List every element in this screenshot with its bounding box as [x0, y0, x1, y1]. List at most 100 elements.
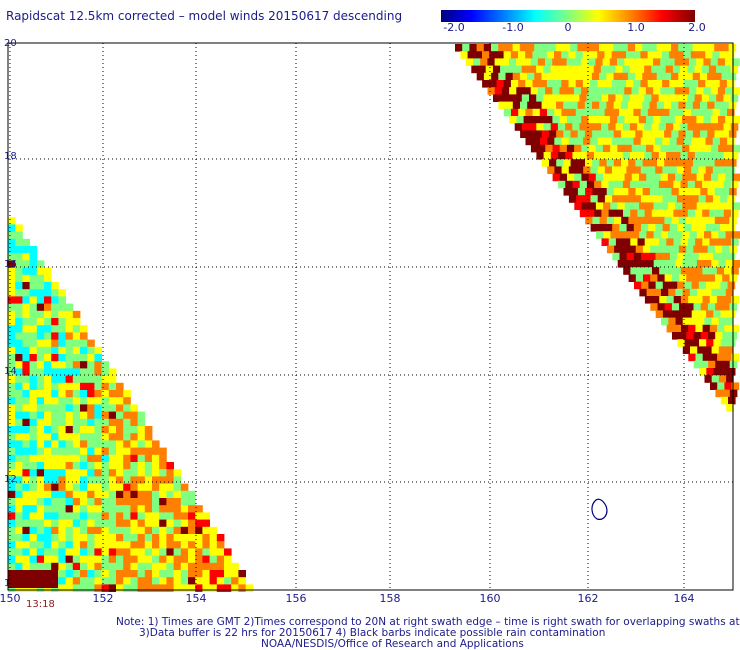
wind-cell: [700, 101, 708, 110]
wind-cell: [512, 101, 521, 110]
wind-cell: [36, 447, 45, 456]
wind-cell: [618, 51, 627, 59]
wind-cell: [36, 382, 45, 391]
wind-cell: [529, 123, 537, 131]
wind-cell: [678, 101, 686, 110]
wind-cell: [613, 72, 622, 81]
wind-cell: [561, 166, 570, 174]
wind-cell: [51, 289, 59, 297]
wind-cell: [626, 137, 634, 146]
wind-cell: [180, 505, 189, 513]
wind-cell: [72, 325, 81, 333]
wind-cell: [22, 318, 30, 326]
wind-cell: [617, 202, 626, 210]
wind-cell: [123, 541, 131, 549]
wind-cell: [80, 519, 88, 528]
wind-cell: [87, 562, 95, 571]
wind-difference-cells: [8, 44, 740, 592]
wind-cell: [727, 137, 735, 146]
wind-cell: [606, 216, 615, 225]
wind-cell: [716, 65, 724, 74]
wind-cell: [651, 123, 660, 131]
wind-cell: [51, 346, 59, 355]
wind-cell: [87, 490, 95, 499]
wind-cell: [572, 180, 581, 189]
wind-cell: [568, 195, 577, 203]
wind-cell: [482, 51, 490, 59]
wind-cell: [711, 173, 719, 182]
wind-cell: [44, 404, 52, 412]
wind-cell: [8, 332, 16, 340]
wind-cell: [635, 130, 643, 138]
wind-cell: [554, 166, 562, 174]
wind-cell: [152, 454, 160, 463]
wind-cell: [687, 180, 696, 189]
wind-cell: [660, 116, 668, 124]
wind-cell: [209, 555, 218, 564]
wind-cell: [116, 483, 124, 492]
wind-cell: [685, 188, 694, 196]
wind-cell: [65, 476, 74, 484]
wind-cell: [610, 144, 618, 153]
wind-cell: [657, 274, 665, 282]
wind-cell: [80, 375, 88, 384]
wind-cell: [22, 433, 30, 441]
wind-cell: [108, 426, 117, 434]
wind-cell: [608, 94, 616, 102]
wind-cell: [94, 447, 102, 456]
wind-cell: [673, 238, 682, 246]
wind-cell: [570, 44, 578, 52]
wind-cell: [216, 584, 225, 592]
wind-cell: [492, 65, 501, 74]
wind-cell: [101, 526, 110, 535]
wind-cell: [22, 339, 30, 348]
wind-cell: [80, 404, 88, 412]
wind-cell: [209, 562, 218, 571]
wind-cell: [87, 498, 95, 506]
wind-cell: [101, 505, 110, 513]
wind-cell: [36, 433, 45, 441]
wind-cell: [556, 159, 564, 167]
wind-cell: [722, 360, 731, 369]
wind-cell: [595, 87, 604, 95]
wind-cell: [238, 584, 246, 592]
wind-cell: [180, 519, 189, 528]
wind-cell: [202, 548, 210, 556]
wind-cell: [65, 375, 74, 384]
wind-cell: [615, 238, 624, 246]
wind-cell: [87, 534, 95, 542]
wind-cell: [617, 144, 625, 153]
wind-cell: [637, 180, 645, 189]
wind-cell: [710, 144, 719, 153]
wind-cell: [101, 483, 110, 492]
wind-cell: [137, 498, 146, 506]
wind-cell: [599, 188, 608, 196]
wind-cell: [159, 526, 167, 535]
wind-cell: [15, 476, 23, 484]
wind-cell: [209, 548, 218, 556]
wind-cell: [159, 584, 167, 592]
wind-cell: [29, 541, 38, 549]
wind-cell: [108, 404, 117, 412]
wind-cell: [15, 253, 23, 261]
wind-cell: [682, 144, 690, 153]
wind-cell: [714, 245, 723, 254]
wind-cell: [644, 123, 652, 131]
wind-cell: [209, 526, 218, 535]
wind-cell: [72, 584, 81, 592]
wind-cell: [29, 418, 38, 427]
wind-cell: [501, 87, 510, 95]
wind-cell: [144, 541, 153, 549]
wind-cell: [655, 310, 664, 318]
wind-cell: [646, 144, 654, 153]
wind-cell: [51, 325, 59, 333]
wind-cell: [108, 375, 117, 384]
wind-cell: [687, 238, 696, 246]
wind-cell: [87, 368, 95, 376]
wind-cell: [698, 108, 706, 117]
wind-cell: [707, 72, 715, 81]
wind-cell: [65, 577, 74, 585]
wind-cell: [604, 51, 612, 59]
wind-cell: [684, 339, 693, 347]
